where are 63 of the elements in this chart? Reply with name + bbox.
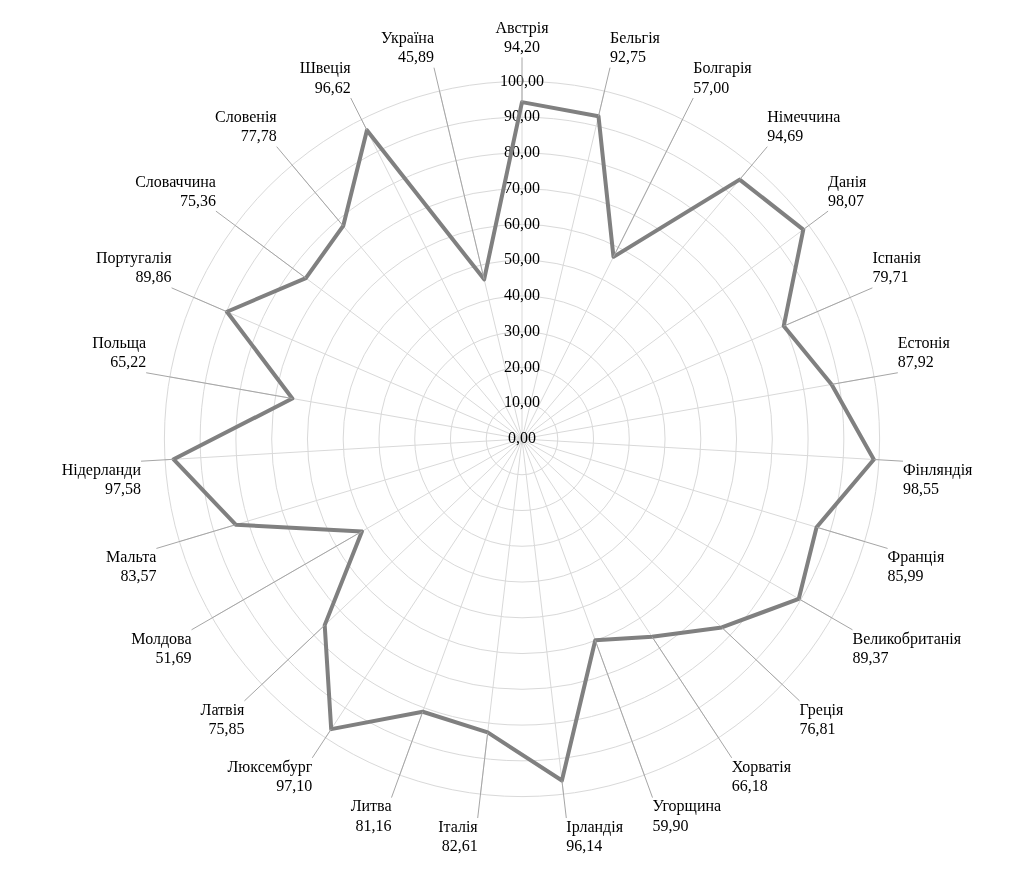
y-tick-label: 60,00 (504, 214, 540, 232)
data-label: 45,89 (398, 48, 434, 66)
data-label: 81,16 (355, 816, 392, 834)
spoke-label: Іспанія (872, 249, 922, 267)
spoke-label: Франція (887, 548, 945, 567)
data-label: 59,90 (652, 816, 689, 834)
spoke-label: Хорватія (731, 757, 792, 776)
spoke-label: Великобританія (852, 629, 962, 648)
spoke-label: Італія (438, 817, 479, 835)
y-tick-label: 20,00 (504, 357, 540, 375)
data-label: 51,69 (155, 648, 192, 666)
spoke-label: Швеція (299, 59, 352, 78)
data-label: 96,14 (566, 837, 603, 855)
y-tick-label: 40,00 (504, 286, 540, 304)
data-label: 87,92 (897, 353, 934, 371)
spoke-label: Польща (92, 334, 147, 353)
spoke-label: Латвія (200, 700, 246, 718)
data-label: 77,78 (240, 127, 277, 145)
spoke-label: Бельгія (610, 29, 661, 47)
spoke-label: Мальта (105, 548, 157, 566)
data-label: 94,69 (767, 127, 804, 145)
spoke-label: Німеччина (767, 108, 841, 126)
data-label: 79,71 (872, 268, 909, 286)
spoke-label: Словенія (215, 108, 278, 126)
y-tick-label: 30,00 (504, 321, 540, 339)
y-tick-label: 10,00 (504, 393, 540, 411)
spoke-label: Україна (381, 29, 434, 48)
data-label: 57,00 (693, 78, 730, 96)
data-label: 85,99 (887, 567, 924, 585)
data-label: 97,58 (105, 480, 142, 498)
data-label: 89,86 (135, 268, 172, 286)
data-label: 92,75 (610, 48, 646, 66)
spoke-label: Литва (350, 797, 392, 815)
data-label: 76,81 (799, 719, 836, 737)
spoke-label: Австрія (495, 18, 550, 37)
data-label: 98,07 (828, 191, 865, 209)
data-label: 94,20 (504, 38, 540, 55)
y-tick-label: 70,00 (504, 178, 540, 196)
spoke-label: Нідерланди (61, 460, 142, 479)
spoke-label: Греція (799, 700, 844, 719)
data-label: 66,18 (731, 776, 768, 794)
spoke-label: Данія (828, 172, 868, 191)
spoke-label: Фінляндія (902, 460, 974, 479)
spoke-label: Молдова (131, 629, 192, 648)
data-label: 96,62 (314, 78, 351, 96)
y-tick-label: 100,00 (500, 71, 544, 89)
data-label: 82,61 (441, 837, 478, 855)
data-label: 83,57 (120, 567, 157, 585)
spoke-label: Ірландія (566, 817, 624, 836)
spoke-label: Словаччина (135, 172, 216, 190)
data-label: 75,85 (208, 719, 245, 737)
data-label: 97,10 (276, 776, 313, 794)
y-tick-label: 0,00 (508, 429, 536, 447)
spoke-label: Угорщина (652, 797, 722, 816)
data-label: 89,37 (852, 648, 889, 666)
data-label: 65,22 (110, 353, 147, 371)
spoke-label: Люксембург (227, 757, 313, 776)
y-tick-label: 50,00 (504, 250, 540, 268)
spoke-label: Болгарія (693, 59, 753, 78)
spoke-label: Естонія (897, 334, 951, 352)
data-label: 75,36 (179, 191, 216, 209)
data-label: 98,55 (902, 480, 939, 498)
spoke-label: Португалія (95, 249, 173, 268)
